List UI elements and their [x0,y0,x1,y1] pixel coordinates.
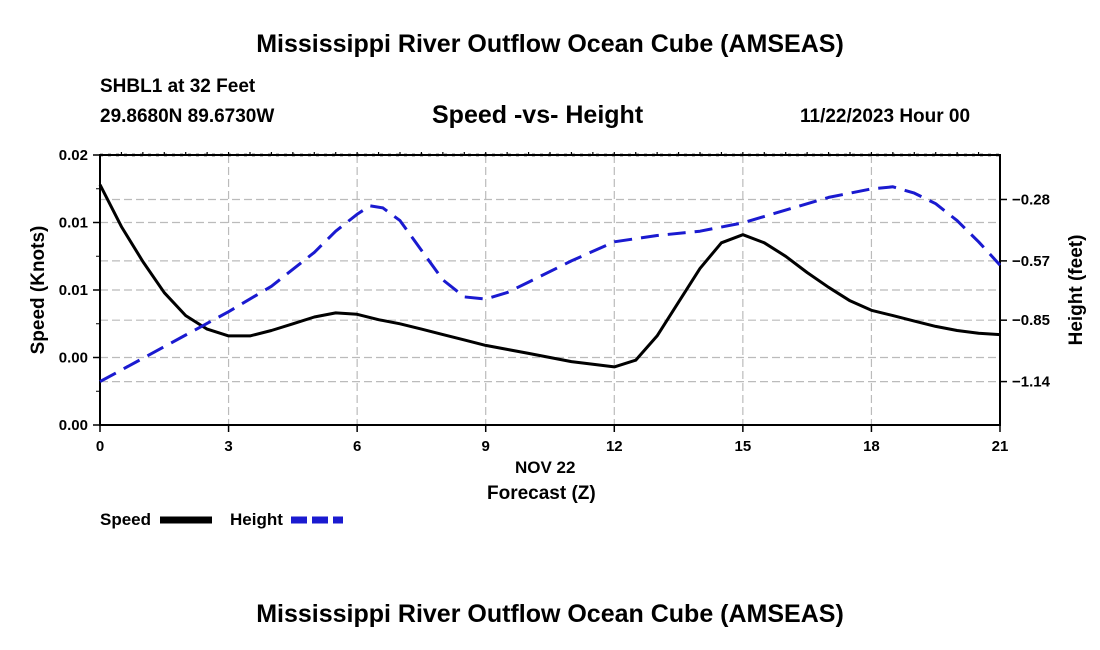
station-label: SHBL1 at 32 Feet [100,76,256,97]
x-tick-label: 3 [224,438,232,455]
plot-subtitle: Speed -vs- Height [432,101,644,129]
footer-title: Mississippi River Outflow Ocean Cube (AM… [256,600,844,628]
y-left-tick-label: 0.01 [59,282,88,299]
y-left-tick-label: 0.00 [59,350,88,367]
y-right-axis-label: Height (feet) [1066,235,1087,346]
x-tick-label: 9 [482,438,490,455]
coordinates-label: 29.8680N 89.6730W [100,106,275,127]
y-right-tick-label: −0.85 [1012,312,1050,329]
y-left-axis-label: Speed (Knots) [28,226,49,355]
y-right-tick-label: −0.57 [1012,253,1050,270]
datetime-label: 11/22/2023 Hour 00 [800,106,971,127]
y-right-tick-label: −1.14 [1012,374,1051,391]
height-series-line [99,185,1002,383]
x-tick-label: 6 [353,438,361,455]
x-tick-label: 0 [96,438,104,455]
y-right-tick-label: −0.28 [1012,191,1050,208]
x-axis-label: Forecast (Z) [487,483,596,504]
legend-height-label: Height [230,510,283,529]
y-left-tick-label: 0.02 [59,147,88,164]
x-tick-label: 15 [735,438,752,455]
x-tick-label: 18 [863,438,880,455]
chart-title: Mississippi River Outflow Ocean Cube (AM… [256,30,844,58]
y-left-tick-label: 0.00 [59,417,88,434]
x-date-label: NOV 22 [515,458,576,477]
x-tick-label: 12 [606,438,623,455]
y-left-tick-label: 0.01 [59,215,88,232]
legend-speed-label: Speed [100,510,152,529]
speed-series-line [98,184,1001,369]
x-tick-label: 21 [992,438,1009,455]
